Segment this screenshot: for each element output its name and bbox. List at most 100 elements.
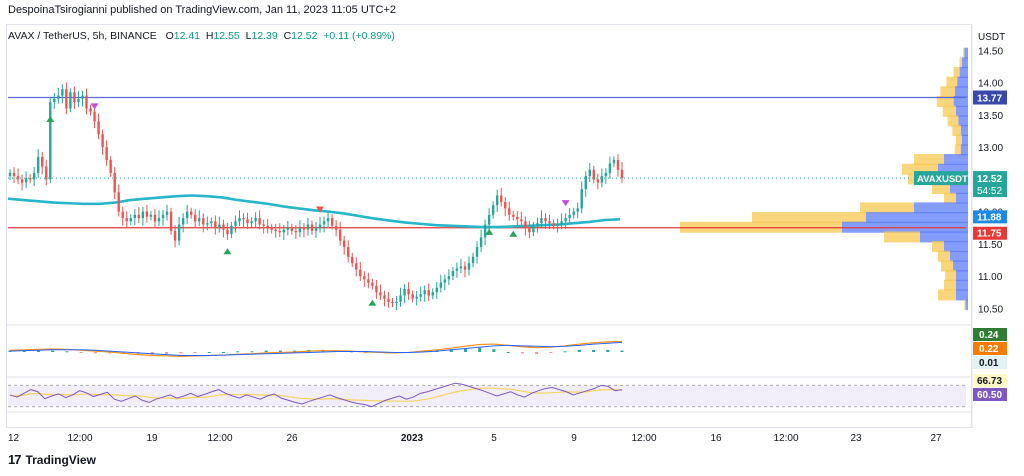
- candle-body: [367, 279, 370, 283]
- price-tick-label: 14.50: [978, 46, 1003, 57]
- buy-signal-icon: [46, 116, 55, 123]
- candle-body: [524, 221, 527, 228]
- volume-profile-up: [914, 202, 968, 214]
- candle-body: [36, 156, 40, 173]
- macd-histogram-bar: [22, 350, 26, 352]
- candle-body: [169, 211, 173, 231]
- volume-profile-up: [953, 96, 968, 108]
- volume-profile-up: [866, 212, 968, 224]
- volume-profile-down: [944, 279, 956, 291]
- candle-body: [520, 219, 523, 222]
- volume-profile-up: [956, 270, 968, 282]
- volume-profile-up: [956, 279, 968, 291]
- rsi-band: [8, 385, 966, 407]
- volume-profile-down: [932, 241, 944, 253]
- buy-signal-icon: [485, 228, 494, 235]
- macd-histogram-bar: [236, 351, 240, 353]
- candle-body: [153, 214, 157, 222]
- candle-body: [129, 218, 132, 222]
- candle-body: [113, 172, 116, 193]
- volume-profile-down: [902, 163, 938, 175]
- volume-profile-down: [914, 154, 944, 166]
- volume-profile-down: [964, 299, 966, 311]
- candle-body: [89, 108, 92, 112]
- candle-body: [508, 208, 511, 215]
- macd-histogram-bar: [221, 352, 225, 353]
- candle-body: [189, 211, 193, 215]
- candle-body: [250, 221, 253, 224]
- candle-body: [338, 229, 342, 241]
- macd-histogram-bar: [506, 352, 510, 353]
- ohlc-open: 12.41: [173, 30, 201, 42]
- ohlc-high: 12.55: [213, 30, 240, 42]
- price-tick-label: 14.00: [978, 79, 1003, 90]
- macd-value-badge: [973, 328, 1007, 341]
- macd-histogram-bar: [51, 350, 55, 352]
- candle-body: [69, 92, 72, 109]
- volume-profile-down: [946, 76, 958, 88]
- volume-profile-up: [944, 241, 968, 253]
- candle-body: [431, 292, 434, 296]
- candle-body: [61, 89, 64, 96]
- candle-body: [81, 95, 84, 99]
- candle-body: [528, 227, 531, 233]
- support-price-badge: [973, 226, 1007, 240]
- macd-histogram-bar: [563, 351, 567, 353]
- price-tick-label: 13.50: [978, 111, 1003, 122]
- candle-body: [278, 230, 281, 233]
- candle-body: [415, 296, 418, 299]
- candle-body: [314, 227, 318, 231]
- price-tick-label: 10.50: [978, 304, 1003, 315]
- candle-body: [471, 256, 475, 264]
- candle-body: [282, 229, 285, 233]
- candle-body: [318, 224, 322, 228]
- candle-body: [427, 290, 430, 296]
- candle-body: [218, 224, 221, 228]
- tradingview-brand: TradingView: [25, 452, 96, 467]
- candle-body: [77, 98, 80, 103]
- candle-body: [105, 147, 108, 161]
- candle-body: [363, 276, 366, 280]
- volume-profile-down: [932, 183, 950, 195]
- macd-histogram-bar: [577, 349, 581, 352]
- candle-body: [463, 266, 467, 270]
- countdown-value: 54:52: [977, 186, 1002, 197]
- sell-signal-icon: [561, 200, 570, 207]
- last-price-badge: [973, 171, 1007, 198]
- signal-value: 0.22: [979, 344, 999, 355]
- price-tick-label: 13.00: [978, 143, 1003, 154]
- volume-profile-down: [963, 47, 965, 59]
- rsi-ma-value: 66.73: [977, 376, 1002, 387]
- publish-credit: DespoinaTsirogianni published on Trading…: [8, 4, 396, 16]
- candle-body: [246, 219, 249, 224]
- candle-body: [411, 294, 414, 299]
- candle-body: [568, 214, 571, 219]
- candle-body: [286, 227, 290, 230]
- volume-profile-down: [941, 260, 953, 272]
- candle-body: [206, 223, 209, 225]
- candle-body: [536, 223, 539, 226]
- macd-histogram-bar: [79, 352, 83, 353]
- candle-body: [580, 189, 583, 209]
- buy-signal-icon: [368, 299, 377, 306]
- candle-body: [504, 201, 507, 209]
- volume-profile-down: [944, 192, 956, 204]
- symbol-legend: AVAX / TetherUS, 5h, BINANCE O12.41 H12.…: [8, 30, 395, 42]
- volume-profile-down: [938, 250, 950, 262]
- volume-profile-up: [956, 192, 968, 204]
- candle-body: [355, 263, 358, 270]
- candle-body: [512, 214, 515, 217]
- candle-body: [479, 237, 483, 248]
- candle-body: [20, 179, 24, 183]
- candle-body: [262, 224, 265, 226]
- candle-body: [306, 224, 310, 230]
- candle-body: [73, 92, 76, 103]
- candle-body: [194, 214, 197, 222]
- candle-body: [576, 208, 579, 212]
- volume-profile-up: [950, 183, 968, 195]
- candle-body: [516, 216, 519, 220]
- candle-body: [125, 218, 128, 222]
- time-tick-label: 5: [491, 433, 497, 444]
- candle-body: [572, 211, 575, 215]
